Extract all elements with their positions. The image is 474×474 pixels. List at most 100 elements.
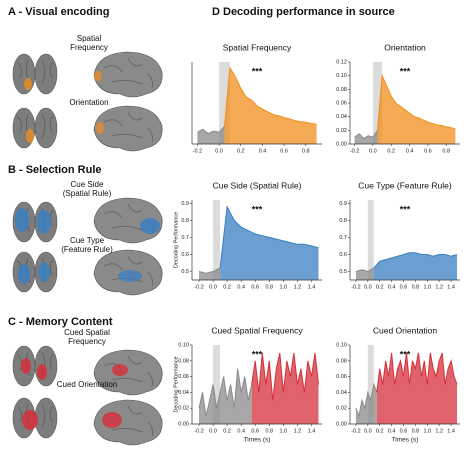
activation: [37, 210, 51, 234]
y-tick-label: 0.00: [336, 421, 347, 427]
line: [198, 368, 253, 417]
activation: [112, 364, 128, 376]
x-tick-label: -0.2: [194, 284, 203, 290]
x-tick-label: 1.4: [447, 428, 455, 434]
y-tick-label: 0.06: [178, 374, 189, 380]
panel-title: B - Selection Rule: [8, 164, 102, 176]
y-tick-label: 0.5: [181, 269, 189, 275]
x-tick-label: 0.0: [215, 148, 223, 154]
line: [355, 267, 375, 273]
brain-label: Spatial Frequency: [70, 34, 108, 52]
chart-title: Cued Orientation: [373, 325, 438, 335]
x-tick-label: 0.4: [259, 148, 267, 154]
x-tick-label: 0.2: [223, 284, 231, 290]
highlight-span: [367, 200, 374, 280]
y-tick-label: 0.10: [336, 342, 347, 348]
y-axis-label: Decoding Performance: [173, 212, 179, 268]
x-tick-label: 1.0: [280, 284, 288, 290]
y-tick-label: 0.9: [339, 201, 347, 207]
area: [377, 75, 456, 144]
brain-label: Cued Spatial Frequency: [64, 328, 110, 346]
y-tick-label: 0.7: [181, 235, 189, 241]
x-tick-label: 1.2: [435, 428, 443, 434]
significance: ***: [252, 66, 263, 76]
x-tick-label: 0.0: [209, 284, 217, 290]
x-tick-label: 1.0: [423, 428, 431, 434]
area: [354, 130, 378, 144]
line: [224, 66, 317, 127]
y-tick-label: 0.10: [336, 73, 347, 79]
x-tick-label: 0.8: [265, 428, 273, 434]
line: [219, 205, 319, 269]
activation: [96, 122, 104, 134]
x-tick-label: 0.4: [406, 148, 414, 154]
x-tick-label: 0.8: [302, 148, 310, 154]
y-tick-label: 0.00: [336, 141, 347, 147]
highlight-span: [213, 345, 221, 424]
brains: [12, 51, 163, 446]
brain-side: [93, 51, 163, 98]
chart-title: Cued Spatial Frequency: [211, 325, 303, 335]
x-tick-label: 0.6: [400, 284, 408, 290]
line: [373, 252, 458, 269]
panel-title: C - Memory Content: [8, 316, 113, 328]
area: [373, 252, 457, 280]
line: [251, 352, 319, 401]
area: [251, 352, 319, 424]
x-tick-label: 0.8: [412, 428, 420, 434]
brain-label: Cue Type (Feature Rule): [61, 236, 113, 254]
y-tick-label: 0.08: [336, 358, 347, 364]
activation: [102, 412, 122, 428]
x-tick-label: 0.2: [376, 428, 384, 434]
x-tick-label: 1.2: [294, 284, 302, 290]
activation: [38, 262, 50, 282]
x-tick-label: 0.0: [369, 148, 377, 154]
significance: ***: [400, 66, 411, 76]
x-tick-label: 0.2: [387, 148, 395, 154]
significance: ***: [252, 349, 263, 359]
x-tick-label: 1.4: [447, 284, 455, 290]
x-tick-label: 0.2: [237, 148, 245, 154]
line: [198, 267, 221, 274]
x-tick-label: -0.2: [351, 284, 360, 290]
x-axis-label: Times (s): [244, 437, 271, 444]
x-tick-label: 0.8: [265, 284, 273, 290]
y-tick-label: 0.5: [339, 269, 347, 275]
significance: ***: [252, 204, 263, 214]
significance: ***: [400, 349, 411, 359]
activation: [21, 358, 31, 374]
y-tick-label: 0.10: [178, 342, 189, 348]
x-tick-label: 1.4: [308, 284, 316, 290]
chart-title: Spatial Frequency: [223, 42, 292, 52]
area: [376, 352, 457, 424]
brain-label: Cue Side (Spatial Rule): [62, 180, 112, 198]
line: [355, 382, 378, 418]
brain-front: [12, 53, 58, 95]
activation: [37, 364, 47, 380]
chart-title: Cue Side (Spatial Rule): [213, 180, 302, 190]
y-tick-label: 0.6: [181, 252, 189, 258]
y-tick-label: 0.02: [336, 128, 347, 134]
x-tick-label: 0.4: [388, 428, 396, 434]
x-tick-label: 0.4: [237, 284, 245, 290]
area: [224, 67, 317, 144]
panel-title: A - Visual encoding: [8, 6, 110, 18]
x-tick-label: -0.2: [350, 148, 359, 154]
y-tick-label: 0.08: [336, 87, 347, 93]
y-axis-label: Decoding Performance: [173, 356, 179, 412]
x-tick-label: 0.6: [400, 428, 408, 434]
x-tick-label: 0.2: [223, 428, 231, 434]
x-tick-label: 0.6: [251, 428, 259, 434]
x-tick-label: 0.6: [424, 148, 432, 154]
area: [220, 206, 319, 280]
y-tick-label: 0.12: [336, 59, 347, 65]
x-tick-label: 1.2: [435, 284, 443, 290]
x-tick-label: 0.4: [237, 428, 245, 434]
x-tick-label: 0.6: [251, 284, 259, 290]
y-tick-label: 0.06: [336, 100, 347, 106]
activation: [118, 270, 142, 282]
line: [197, 126, 225, 135]
x-tick-label: 1.2: [294, 428, 302, 434]
